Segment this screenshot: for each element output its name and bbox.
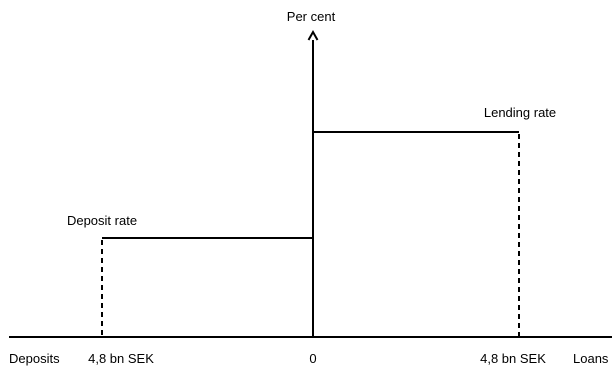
deposit-rate-label: Deposit rate <box>67 213 137 228</box>
x-axis-deposit-amount: 4,8 bn SEK <box>88 351 154 366</box>
y-axis-arrowhead <box>307 29 319 41</box>
y-axis-title: Per cent <box>287 9 336 24</box>
x-axis-origin-label: 0 <box>309 351 316 366</box>
x-axis-loans-label: Loans <box>573 351 609 366</box>
x-axis-deposits-label: Deposits <box>9 351 60 366</box>
x-axis-loan-amount: 4,8 bn SEK <box>480 351 546 366</box>
lending-rate-label: Lending rate <box>484 105 556 120</box>
